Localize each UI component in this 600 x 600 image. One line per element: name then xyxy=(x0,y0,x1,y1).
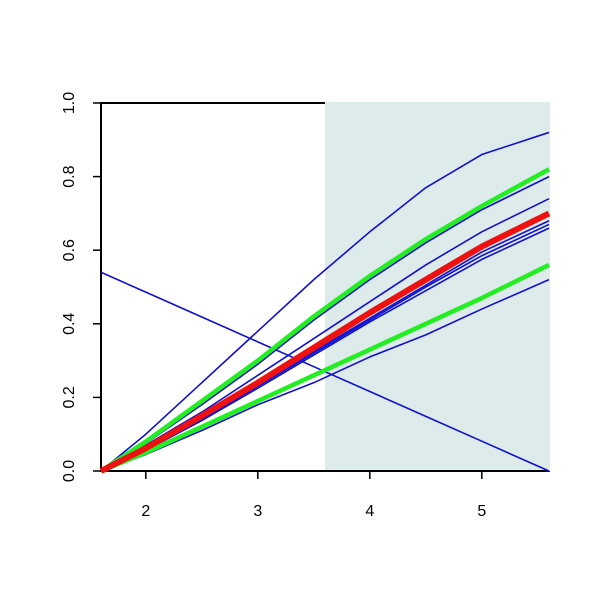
y-tick-label: 0.8 xyxy=(61,165,78,187)
series-line xyxy=(99,167,551,473)
x-tick-label: 3 xyxy=(253,503,262,520)
x-tick-label: 2 xyxy=(141,503,150,520)
series-line xyxy=(99,210,551,474)
series-line xyxy=(100,271,550,472)
y-tick-label: 0.0 xyxy=(61,460,78,482)
y-tick-label: 0.4 xyxy=(61,313,78,335)
x-tick-label: 4 xyxy=(365,503,374,520)
series-line xyxy=(100,131,550,472)
x-tick-label: 5 xyxy=(477,503,486,520)
y-tick-label: 0.6 xyxy=(61,239,78,261)
y-tick-label: 0.2 xyxy=(61,386,78,408)
series-line xyxy=(100,262,550,474)
highlight-band xyxy=(325,102,550,471)
y-tick-label: 1.0 xyxy=(61,92,78,114)
